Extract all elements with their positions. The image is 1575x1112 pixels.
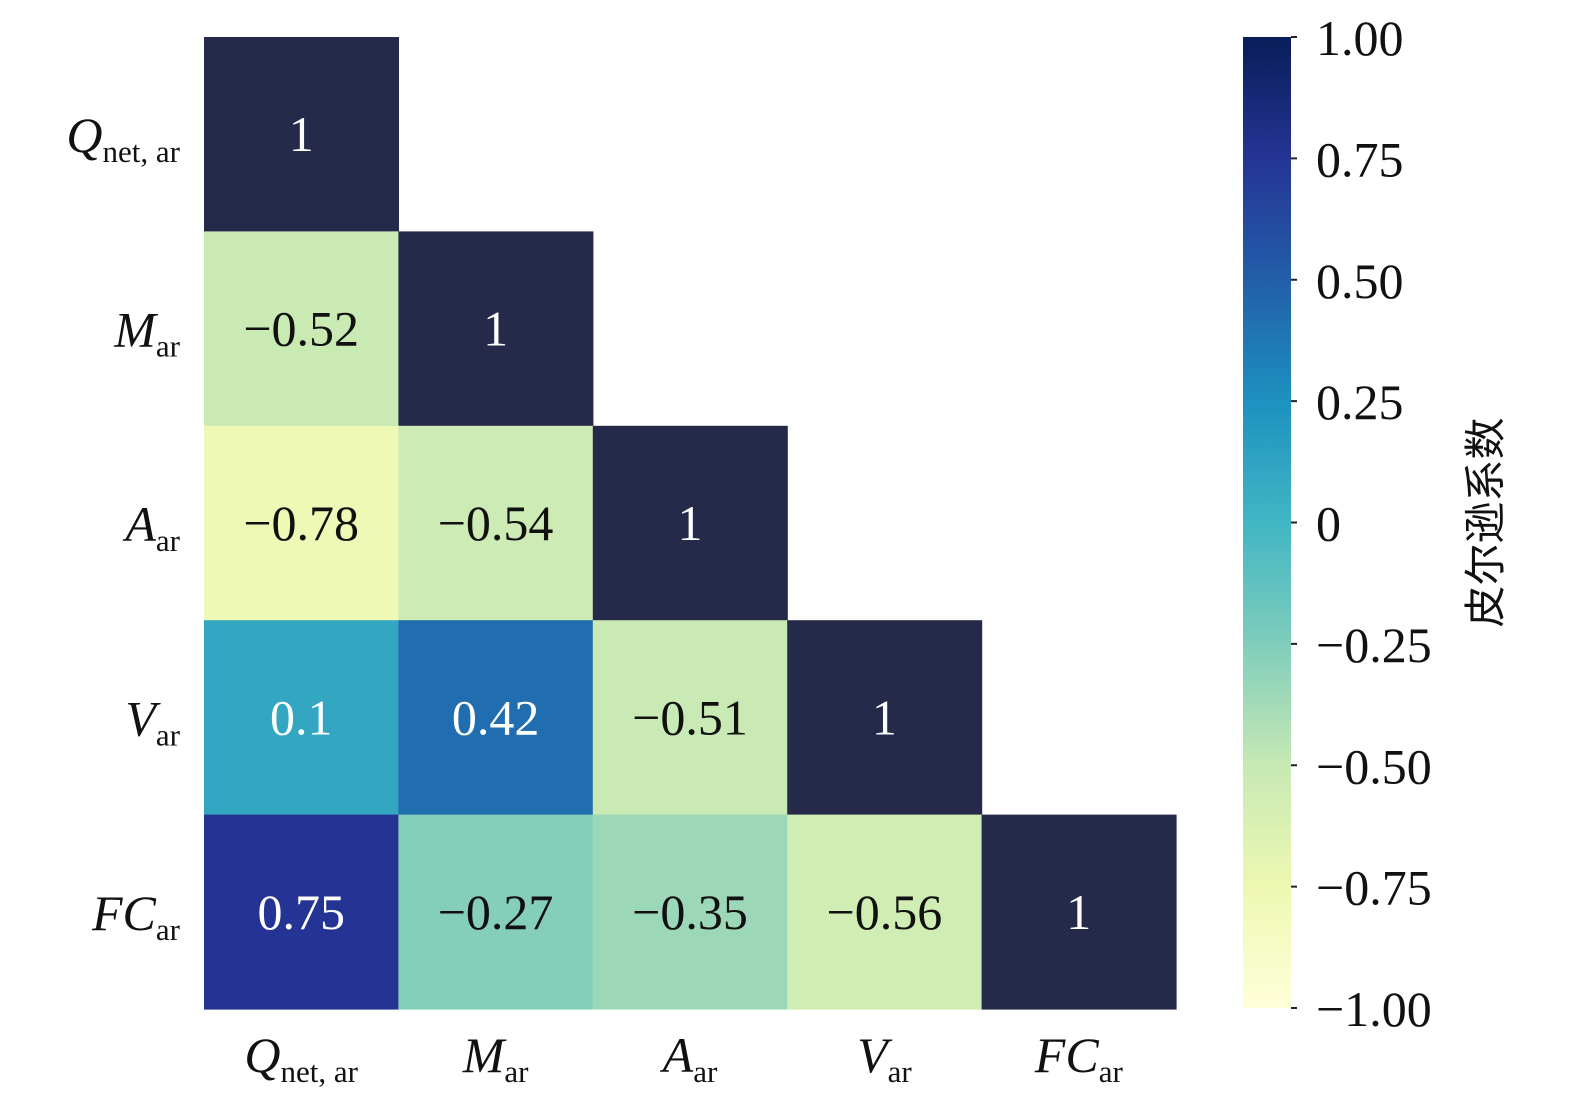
cell-value-label-r4-c3: −0.56 bbox=[827, 884, 943, 940]
cell-value-label-r1-c0: −0.52 bbox=[243, 301, 359, 357]
heatmap-cell-r1-c0 bbox=[204, 231, 399, 427]
x-tick-label-3: Var bbox=[857, 1027, 912, 1089]
x-tick-label-4: FCar bbox=[1034, 1027, 1124, 1089]
colorbar-tick-label-2: 0.50 bbox=[1316, 253, 1404, 309]
y-tick-label-0: Qnet, ar bbox=[66, 107, 180, 169]
heatmap-cell-r3-c2 bbox=[592, 620, 788, 816]
cell-value-label-r4-c1: −0.27 bbox=[438, 884, 554, 940]
colorbar-gradient bbox=[1243, 37, 1291, 1008]
heatmap-cell-r0-c0 bbox=[204, 37, 399, 232]
cell-value-label-r2-c0: −0.78 bbox=[243, 495, 359, 551]
colorbar-tick-label-4: 0 bbox=[1316, 496, 1341, 552]
y-tick-label-2: Aar bbox=[122, 496, 180, 558]
y-tick-label-1: Mar bbox=[113, 302, 180, 364]
heatmap-cell-r2-c2 bbox=[592, 425, 788, 621]
heatmap-cell-r4-c4 bbox=[981, 814, 1177, 1010]
heatmap-cell-r1-c1 bbox=[398, 231, 594, 427]
colorbar-tick-label-0: 1.00 bbox=[1316, 10, 1404, 66]
heatmap-cell-labels: 1 −0.52 1 −0.78 −0.54 1 0.1 0.42 −0.51 1 0.75 −0.27… bbox=[243, 106, 1091, 940]
heatmap-cell-r2-c0 bbox=[204, 425, 399, 621]
y-axis-tick-labels: Qnet, ar Mar Aar Var FCar bbox=[66, 107, 180, 947]
colorbar-tick-label-8: −1.00 bbox=[1316, 981, 1432, 1037]
heatmap-cell-r2-c1 bbox=[398, 425, 594, 621]
colorbar-tick-label-6: −0.50 bbox=[1316, 738, 1432, 794]
cell-value-label-r3-c3: 1 bbox=[872, 689, 897, 745]
heatmap-cell-r3-c1 bbox=[398, 620, 594, 816]
heatmap-cell-r4-c0 bbox=[204, 814, 399, 1010]
y-tick-label-4: FCar bbox=[91, 885, 181, 947]
x-axis-tick-labels: Qnet, ar Mar Aar Var FCar bbox=[244, 1027, 1123, 1089]
colorbar-title: 皮尔逊系数 bbox=[1461, 417, 1510, 627]
cell-value-label-r0-c0: 1 bbox=[289, 106, 314, 162]
heatmap-cell-r4-c3 bbox=[787, 814, 983, 1010]
cell-value-label-r4-c0: 0.75 bbox=[257, 884, 345, 940]
heatmap-cell-r3-c3 bbox=[787, 620, 983, 816]
cell-value-label-r3-c2: −0.51 bbox=[632, 689, 748, 745]
x-tick-label-1: Mar bbox=[462, 1027, 529, 1089]
colorbar-tick-label-5: −0.25 bbox=[1316, 617, 1432, 673]
colorbar-tick-label-3: 0.25 bbox=[1316, 374, 1404, 430]
heatmap-cells bbox=[204, 37, 1177, 1010]
cell-value-label-r2-c2: 1 bbox=[678, 495, 703, 551]
cell-value-label-r1-c1: 1 bbox=[483, 301, 508, 357]
cell-value-label-r2-c1: −0.54 bbox=[438, 495, 554, 551]
heatmap-cell-r3-c0 bbox=[204, 620, 399, 816]
cell-value-label-r4-c4: 1 bbox=[1066, 884, 1091, 940]
heatmap-cell-r4-c1 bbox=[398, 814, 594, 1010]
colorbar: 1.00 0.75 0.50 0.25 0 −0.25 −0.50 −0.75 −1.00 皮尔逊… bbox=[1243, 10, 1510, 1037]
colorbar-tick-label-7: −0.75 bbox=[1316, 860, 1432, 916]
x-tick-label-0: Qnet, ar bbox=[244, 1027, 358, 1089]
y-tick-label-3: Var bbox=[125, 690, 180, 752]
cell-value-label-r3-c0: 0.1 bbox=[270, 689, 333, 745]
x-tick-label-2: Aar bbox=[660, 1027, 718, 1089]
colorbar-tick-label-1: 0.75 bbox=[1316, 131, 1404, 187]
cell-value-label-r3-c1: 0.42 bbox=[452, 689, 540, 745]
heatmap-cell-r4-c2 bbox=[592, 814, 788, 1010]
cell-value-label-r4-c2: −0.35 bbox=[632, 884, 748, 940]
